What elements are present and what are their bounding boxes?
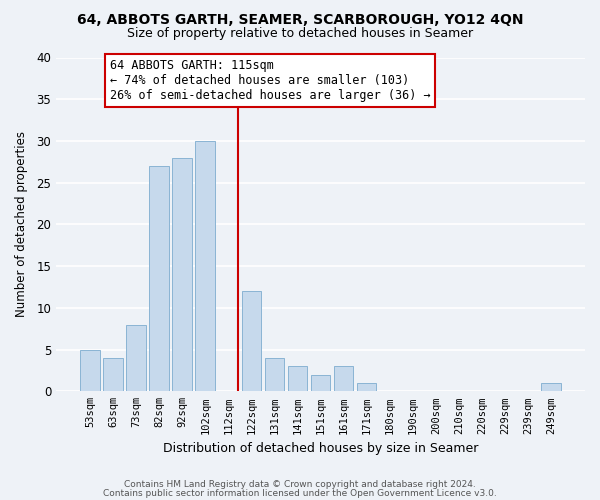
Bar [149,166,169,392]
X-axis label: Distribution of detached houses by size in Seamer: Distribution of detached houses by size … [163,442,478,455]
Bar [357,383,376,392]
Bar [196,141,215,392]
Text: Size of property relative to detached houses in Seamer: Size of property relative to detached ho… [127,28,473,40]
Bar [541,383,561,392]
Bar [311,374,331,392]
Bar [334,366,353,392]
Bar [172,158,192,392]
Text: 64, ABBOTS GARTH, SEAMER, SCARBOROUGH, YO12 4QN: 64, ABBOTS GARTH, SEAMER, SCARBOROUGH, Y… [77,12,523,26]
Bar [265,358,284,392]
Text: Contains public sector information licensed under the Open Government Licence v3: Contains public sector information licen… [103,488,497,498]
Y-axis label: Number of detached properties: Number of detached properties [15,132,28,318]
Bar [242,291,261,392]
Bar [287,366,307,392]
Text: 64 ABBOTS GARTH: 115sqm
← 74% of detached houses are smaller (103)
26% of semi-d: 64 ABBOTS GARTH: 115sqm ← 74% of detache… [110,59,430,102]
Bar [103,358,123,392]
Bar [126,324,146,392]
Text: Contains HM Land Registry data © Crown copyright and database right 2024.: Contains HM Land Registry data © Crown c… [124,480,476,489]
Bar [80,350,100,392]
